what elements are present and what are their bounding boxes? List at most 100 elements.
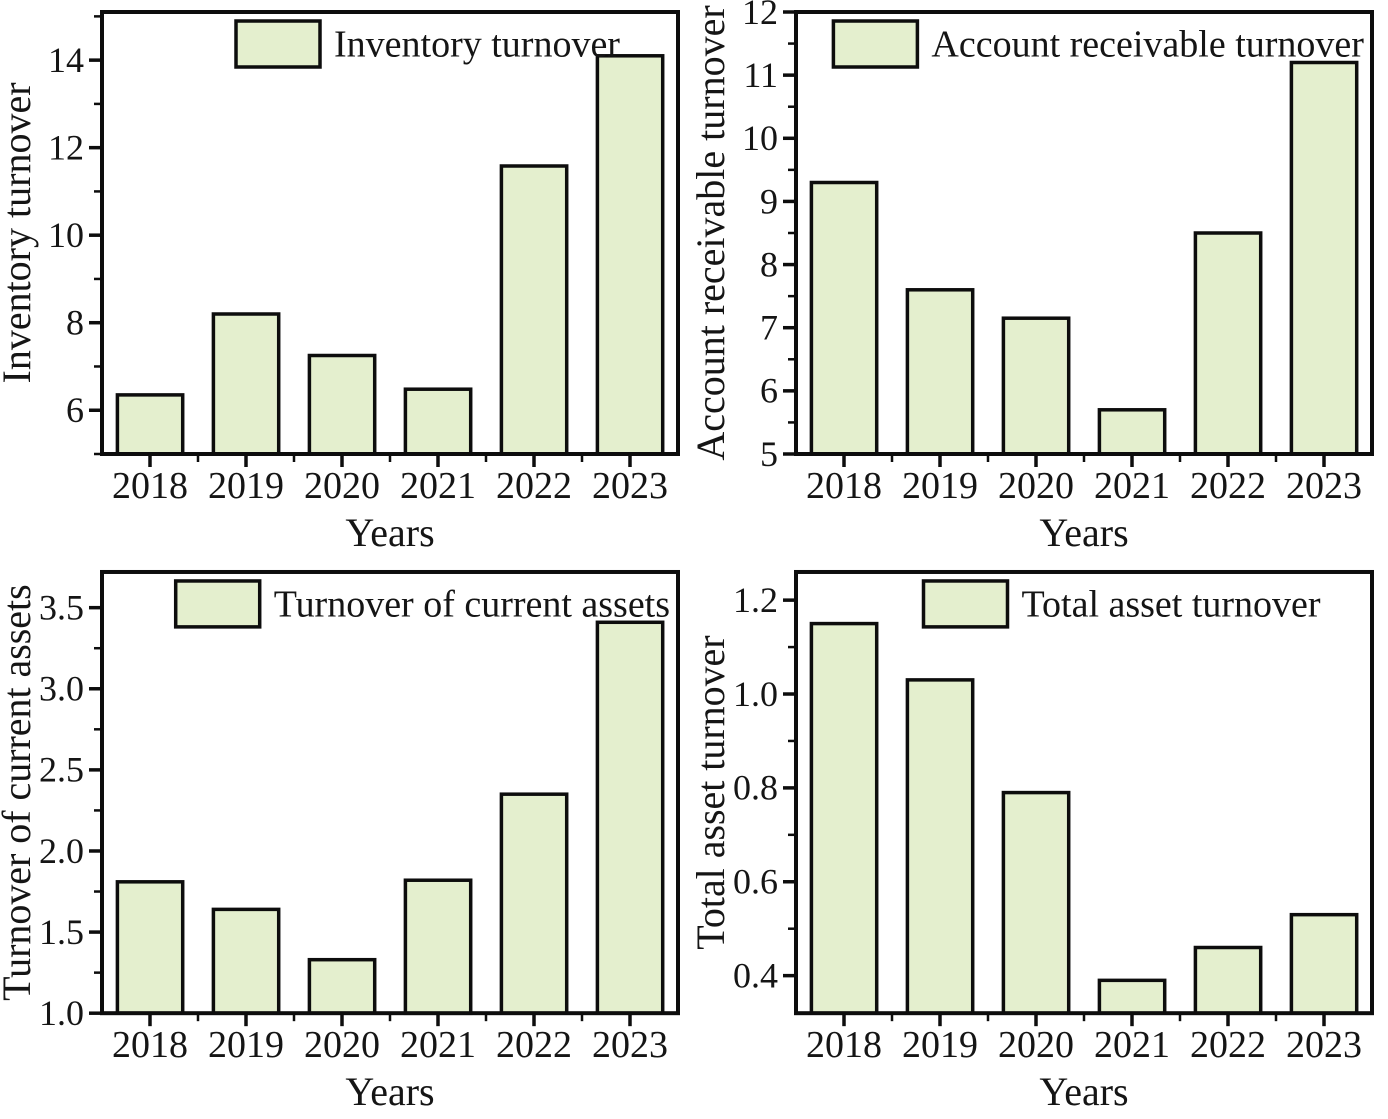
chart-panel-turnover-of-current-assets: 1.0 1.5 2.0 2.5 3.0 3.5 2018 2019 2020 2021 2022 20… xyxy=(0,560,694,1119)
plot-frame xyxy=(100,10,680,456)
turnover-of-current-assets-chart: 1.0 1.5 2.0 2.5 3.0 3.5 2018 2019 2020 2021 2022 20… xyxy=(0,569,680,1114)
y-tick-label: 3.0 xyxy=(39,669,84,709)
x-tick-label: 2020 xyxy=(304,1024,380,1066)
x-tick-label: 2023 xyxy=(1286,1024,1362,1066)
legend-label: Account receivable turnover xyxy=(931,24,1364,66)
y-tick-label: 10 xyxy=(742,118,778,158)
bar-2018 xyxy=(115,393,185,456)
chart-panel-inventory-turnover: 6 8 10 12 14 2018 2019 2020 2021 2022 2023 Years Inv… xyxy=(0,0,694,560)
x-tick-label: 2020 xyxy=(304,465,380,507)
bar-2018 xyxy=(809,621,879,1015)
bar-2022 xyxy=(499,792,569,1015)
y-tick-label: 1.0 xyxy=(733,674,778,714)
x-tick-label: 2023 xyxy=(592,465,668,507)
bar-2018 xyxy=(809,180,879,456)
plot-frame xyxy=(794,569,1374,1016)
x-tick-label: 2018 xyxy=(806,465,882,507)
x-tick-label: 2023 xyxy=(1286,465,1362,507)
plot-frame xyxy=(794,10,1374,456)
y-axis-title: Total asset turnover xyxy=(694,635,733,949)
legend-swatch xyxy=(831,19,920,69)
legend-swatch xyxy=(173,579,262,629)
chart-panel-account-receivable-turnover: 5 6 7 8 9 10 11 12 2018 2019 2020 2021 2022 2023 Years… xyxy=(694,0,1388,560)
x-tick-label: 2020 xyxy=(998,465,1074,507)
x-tick-label: 2022 xyxy=(1190,465,1266,507)
y-axis-title: Account receivable turnover xyxy=(694,5,733,460)
bar-2019 xyxy=(905,288,975,456)
bar-2020 xyxy=(1001,790,1071,1015)
bar-2020 xyxy=(1001,316,1071,456)
y-tick-label: 0.4 xyxy=(733,956,778,996)
bar-2021 xyxy=(403,878,473,1016)
x-axis-title: Years xyxy=(1039,510,1128,555)
y-axis-title: Turnover of current assets xyxy=(0,584,39,1000)
bar-2021 xyxy=(1097,408,1167,456)
bar-2019 xyxy=(211,907,281,1015)
y-tick-label: 3.5 xyxy=(39,588,84,628)
x-tick-label: 2021 xyxy=(1094,465,1170,507)
bar-2022 xyxy=(499,164,569,456)
bar-2021 xyxy=(1097,978,1167,1015)
y-axis-title: Inventory turnover xyxy=(0,82,39,383)
y-tick-label: 2.5 xyxy=(39,750,84,790)
y-tick-label: 8 xyxy=(66,303,84,343)
bar-2022 xyxy=(1193,231,1263,456)
bar-2023 xyxy=(595,54,665,456)
y-tick-label: 1.2 xyxy=(733,580,778,620)
y-tick-label: 7 xyxy=(760,308,778,348)
x-tick-label: 2018 xyxy=(806,1024,882,1066)
plot-frame xyxy=(100,569,680,1016)
chart-panel-total-asset-turnover: 0.4 0.6 0.8 1.0 1.2 2018 2019 2020 2021 2022 2023 Y… xyxy=(694,560,1388,1119)
legend-swatch xyxy=(234,19,322,69)
bar-2019 xyxy=(905,678,975,1015)
bar-2023 xyxy=(1289,912,1359,1015)
legend-swatch xyxy=(921,579,1010,629)
x-tick-label: 2019 xyxy=(902,1024,978,1066)
y-tick-label: 12 xyxy=(742,0,778,32)
x-tick-label: 2019 xyxy=(208,1024,284,1066)
y-tick-label: 2.0 xyxy=(39,831,84,871)
y-tick-label: 8 xyxy=(760,244,778,284)
legend-label: Total asset turnover xyxy=(1022,583,1321,625)
x-tick-label: 2022 xyxy=(496,1024,572,1066)
total-asset-turnover-chart: 0.4 0.6 0.8 1.0 1.2 2018 2019 2020 2021 2022 2023 Y… xyxy=(694,569,1374,1114)
y-tick-label: 1.0 xyxy=(39,993,84,1033)
bar-2018 xyxy=(115,880,185,1015)
x-tick-label: 2018 xyxy=(112,1024,188,1066)
bar-2020 xyxy=(307,957,377,1015)
y-tick-label: 9 xyxy=(760,181,778,221)
bar-2023 xyxy=(595,620,665,1015)
y-tick-label: 6 xyxy=(66,390,84,430)
y-tick-label: 0.6 xyxy=(733,862,778,902)
bar-2021 xyxy=(403,387,473,456)
x-tick-label: 2019 xyxy=(208,465,284,507)
y-tick-label: 0.8 xyxy=(733,768,778,808)
x-axis-title: Years xyxy=(345,510,434,555)
bar-2022 xyxy=(1193,945,1263,1015)
x-tick-label: 2021 xyxy=(1094,1024,1170,1066)
x-tick-label: 2019 xyxy=(902,465,978,507)
x-tick-label: 2020 xyxy=(998,1024,1074,1066)
inventory-turnover-chart: 6 8 10 12 14 2018 2019 2020 2021 2022 2023 Years Inv… xyxy=(0,10,680,555)
x-tick-label: 2022 xyxy=(1190,1024,1266,1066)
y-tick-label: 6 xyxy=(760,371,778,411)
x-axis-title: Years xyxy=(345,1069,434,1114)
y-tick-label: 12 xyxy=(48,128,84,168)
x-tick-label: 2018 xyxy=(112,465,188,507)
account-receivable-turnover-chart: 5 6 7 8 9 10 11 12 2018 2019 2020 2021 2022 2023 Years… xyxy=(694,0,1374,555)
bar-2023 xyxy=(1289,60,1359,456)
y-tick-label: 11 xyxy=(743,55,778,95)
x-tick-label: 2021 xyxy=(400,465,476,507)
bar-2020 xyxy=(307,353,377,456)
x-tick-label: 2021 xyxy=(400,1024,476,1066)
x-axis-title: Years xyxy=(1039,1069,1128,1114)
legend-label: Turnover of current assets xyxy=(274,583,670,625)
x-tick-label: 2023 xyxy=(592,1024,668,1066)
y-tick-label: 10 xyxy=(48,215,84,255)
x-tick-label: 2022 xyxy=(496,465,572,507)
legend-label: Inventory turnover xyxy=(334,24,620,66)
y-tick-label: 1.5 xyxy=(39,912,84,952)
bar-2019 xyxy=(211,312,281,456)
y-tick-label: 5 xyxy=(760,434,778,474)
